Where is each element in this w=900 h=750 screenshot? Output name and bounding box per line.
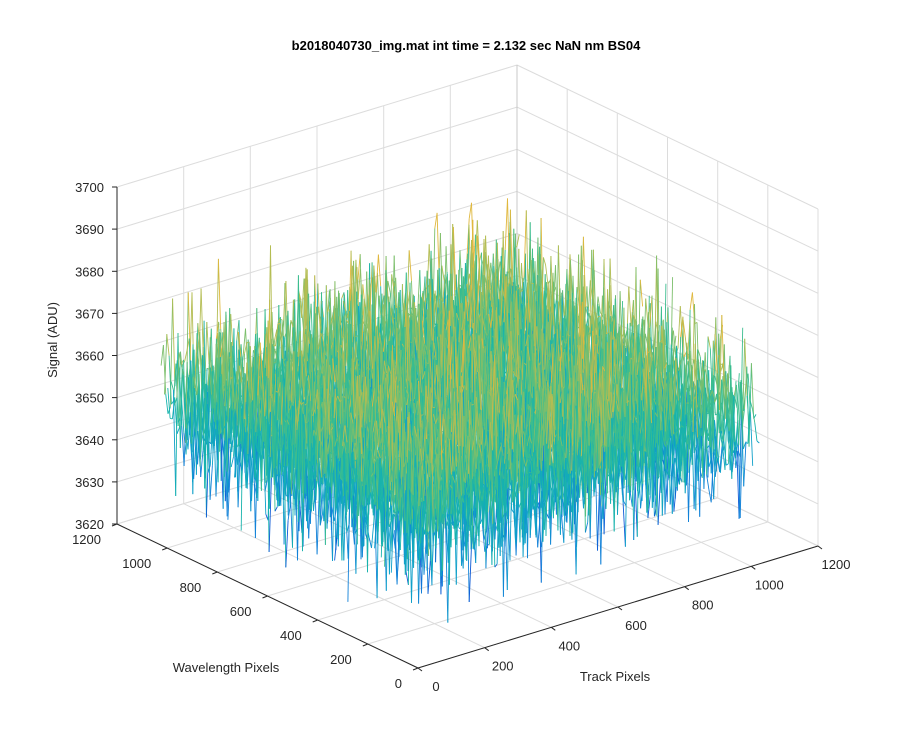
grid-line-floor-y <box>367 521 768 645</box>
surface-segment <box>181 425 185 467</box>
surface-segment <box>172 389 177 497</box>
surface-segment <box>177 332 181 449</box>
surface-segment <box>175 332 179 497</box>
surface-segment <box>179 364 183 418</box>
surface-segment <box>516 234 520 247</box>
y-tick-mark <box>412 667 419 671</box>
surface-segment <box>183 432 187 455</box>
surface-segment <box>206 321 210 365</box>
surface-segment <box>306 269 310 377</box>
x-tick-mark <box>617 606 623 611</box>
surface-segment <box>173 363 177 402</box>
surface <box>160 198 760 623</box>
surface-segment <box>434 212 438 229</box>
surface-segment <box>160 345 164 366</box>
surface-segment <box>217 258 222 330</box>
surface-segment <box>301 278 305 318</box>
surface-segment <box>209 353 213 372</box>
surface-segment <box>283 280 287 321</box>
grid-line-backwall-z <box>116 190 518 314</box>
x-tick-mark <box>684 586 690 591</box>
surface-segment <box>468 202 472 219</box>
grid-line-backwall-z <box>116 148 518 272</box>
x-tick-mark <box>417 667 423 672</box>
surface-segment <box>357 254 361 280</box>
surface-segment <box>166 334 170 356</box>
surface-segment <box>191 349 195 403</box>
surface-segment <box>183 359 187 429</box>
surface-segment <box>172 298 176 387</box>
x-tick-mark <box>484 647 490 652</box>
surface-segment <box>281 319 285 379</box>
surface-segment <box>302 278 306 360</box>
surface-segment <box>165 393 169 414</box>
surface-segment <box>189 412 194 483</box>
surface-segment <box>176 352 180 398</box>
grid-line-backwall-z <box>116 64 518 188</box>
surface-segment <box>184 398 188 425</box>
grid-line-backwall-z <box>116 106 518 230</box>
x-tick-mark <box>817 545 823 550</box>
grid-line-sidewall-z <box>516 148 819 294</box>
surface-segment <box>178 352 182 366</box>
surface-segment <box>177 417 181 424</box>
y-tick-mark <box>162 547 168 551</box>
surface-segment <box>164 334 168 395</box>
surface-segment <box>239 441 242 443</box>
surface-segment <box>167 387 171 419</box>
surface-segment <box>203 320 207 518</box>
x-tick-mark <box>750 565 756 570</box>
surface-segment <box>188 421 192 455</box>
surface-segment <box>174 397 178 406</box>
surface-segment <box>230 314 234 350</box>
surface-segment <box>377 254 382 287</box>
surface-segment <box>185 428 189 450</box>
surface-segment <box>467 253 471 331</box>
surface-segment <box>209 346 213 392</box>
surface-segment <box>184 350 188 362</box>
surface-segment <box>357 269 361 300</box>
surface-segment <box>162 345 167 394</box>
surface-segment <box>408 250 412 281</box>
grid-line-sidewall-z <box>516 190 819 336</box>
grid-line-sidewall-z <box>516 64 819 210</box>
grid-line-sidewall-z <box>516 106 819 252</box>
grid-line-floor-y <box>317 497 718 621</box>
surface-segment <box>474 220 478 273</box>
surface-segment <box>193 439 197 479</box>
grid-line-sidewall-z <box>516 233 819 378</box>
axes <box>111 186 823 672</box>
surface-segment <box>190 453 195 479</box>
surface-segment <box>170 381 174 391</box>
surface-segment <box>168 355 172 405</box>
x-tick-mark <box>550 626 556 631</box>
y-tick-mark <box>312 619 318 623</box>
surface-segment <box>417 270 421 316</box>
surface-segment <box>476 220 481 266</box>
surface-segment <box>200 450 204 478</box>
y-tick-mark <box>362 643 368 647</box>
surface-segment <box>331 305 335 331</box>
y-tick-mark <box>262 595 268 599</box>
surface-segment <box>375 254 379 293</box>
surface-segment <box>179 369 184 449</box>
surface-segment <box>176 427 180 435</box>
surface-segment <box>317 283 321 329</box>
surface-segment <box>187 412 191 450</box>
surface-segment <box>387 280 391 293</box>
surface-segment <box>187 292 191 361</box>
surface-segment <box>298 295 303 318</box>
y-tick-mark <box>212 571 218 575</box>
surface-segment <box>242 328 246 356</box>
surface-segment <box>290 299 294 384</box>
